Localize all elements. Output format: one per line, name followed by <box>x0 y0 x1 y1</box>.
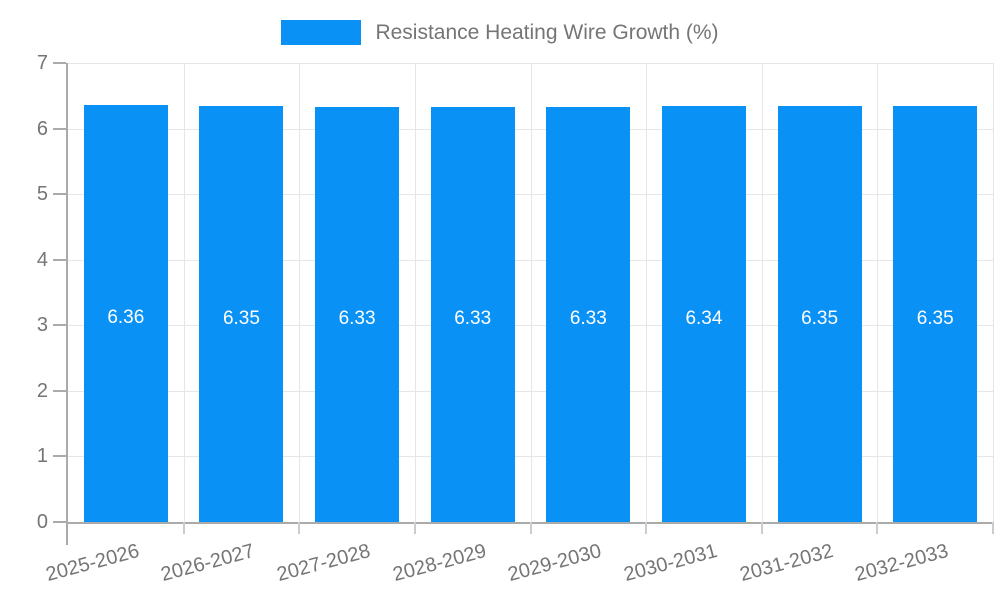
x-axis-tick <box>992 522 994 534</box>
x-gridline <box>183 63 185 522</box>
bar-2027-2028[interactable]: 6.33 <box>315 106 400 522</box>
x-axis-tick <box>876 522 879 534</box>
y-axis-tick-label: 6 <box>36 117 48 140</box>
bar-2026-2027[interactable]: 6.35 <box>199 105 284 522</box>
x-gridline <box>646 63 648 522</box>
bar-value-label: 6.35 <box>801 307 839 329</box>
x-axis-tick <box>413 522 416 534</box>
x-axis-tick <box>298 522 301 534</box>
y-axis-tick <box>53 62 66 64</box>
x-gridline <box>299 63 301 522</box>
x-gridline <box>877 63 879 522</box>
x-gridline <box>414 63 416 522</box>
y-axis-tick <box>53 521 66 523</box>
x-axis-tick <box>529 522 532 534</box>
bar-value-label: 6.35 <box>222 307 260 329</box>
x-gridline <box>761 63 763 522</box>
bar-value-label: 6.35 <box>916 307 954 329</box>
x-gridline <box>530 63 532 522</box>
y-axis-tick-label: 5 <box>36 183 48 206</box>
x-gridline <box>993 63 994 522</box>
bar-2031-2032[interactable]: 6.35 <box>777 105 862 522</box>
y-axis-tick-label: 3 <box>36 314 48 337</box>
y-axis-tick-label: 1 <box>36 445 48 468</box>
bar-value-label: 6.33 <box>338 308 376 330</box>
bar-value-label: 6.36 <box>107 307 145 329</box>
legend-color-swatch <box>281 20 362 45</box>
y-axis-line <box>66 63 68 545</box>
plot-area: 0 1 2 3 4 5 6 7 6.36 2025-2026 6.35 2026-2027 6.33 20… <box>37 53 994 586</box>
y-axis-tick <box>53 389 66 392</box>
x-axis-tick <box>182 522 185 534</box>
y-axis-tick-label: 4 <box>36 248 48 271</box>
y-axis-tick <box>53 455 66 458</box>
bar-2030-2031[interactable]: 6.34 <box>661 106 746 522</box>
x-axis-tick <box>645 522 648 534</box>
y-axis-tick <box>53 324 66 327</box>
y-axis-tick <box>53 193 66 196</box>
bar-value-label: 6.33 <box>569 308 607 330</box>
bar-2028-2029[interactable]: 6.33 <box>430 106 515 522</box>
bar-2029-2030[interactable]: 6.33 <box>546 106 631 522</box>
y-axis-tick <box>53 127 66 130</box>
bar-value-label: 6.33 <box>454 308 492 330</box>
y-axis-tick-label: 2 <box>36 379 48 402</box>
y-axis-tick-label: 7 <box>36 52 48 74</box>
y-axis-tick <box>53 258 66 261</box>
y-axis-tick-label: 0 <box>36 511 48 533</box>
legend-series-label: Resistance Heating Wire Growth (%) <box>375 20 719 44</box>
bar-2032-2033[interactable]: 6.35 <box>893 105 978 522</box>
bar-2025-2026[interactable]: 6.36 <box>83 104 168 522</box>
x-axis-tick <box>760 522 763 534</box>
chart-legend[interactable]: Resistance Heating Wire Growth (%) <box>0 20 1000 45</box>
bar-value-label: 6.34 <box>685 308 723 330</box>
